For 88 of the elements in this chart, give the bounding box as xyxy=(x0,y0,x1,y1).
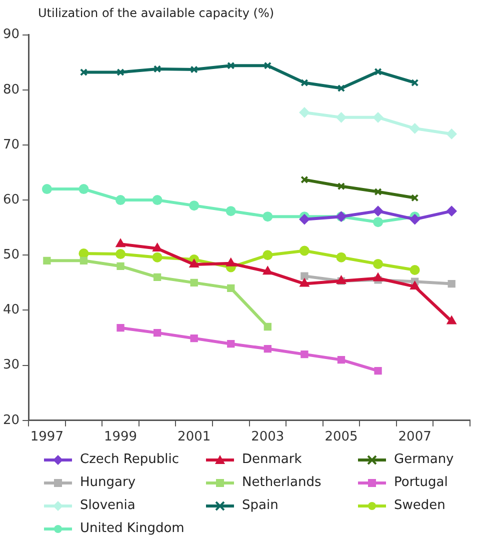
point xyxy=(190,260,199,268)
point xyxy=(299,214,310,224)
y-tick-label: 30 xyxy=(2,358,20,373)
point xyxy=(116,324,124,332)
point xyxy=(300,278,309,287)
y-tick-label: 40 xyxy=(2,302,20,318)
point xyxy=(153,328,162,337)
point xyxy=(374,188,382,196)
y-tick-label: 20 xyxy=(2,412,20,428)
y-tick-label: 80 xyxy=(2,82,20,98)
point xyxy=(374,273,382,282)
point xyxy=(337,84,346,92)
point xyxy=(336,112,346,122)
x-tick-label: 2007 xyxy=(398,430,432,445)
legend-label: Hungary xyxy=(80,475,136,490)
legend-label: Germany xyxy=(394,452,454,467)
point xyxy=(227,340,235,348)
x-tick-label: 1999 xyxy=(104,430,138,445)
point xyxy=(374,366,382,375)
point xyxy=(80,256,88,264)
point xyxy=(337,182,346,190)
point xyxy=(410,123,420,134)
point xyxy=(337,356,346,364)
point xyxy=(116,262,124,270)
point xyxy=(300,350,308,358)
point xyxy=(410,78,419,87)
point xyxy=(373,258,384,269)
y-tick-label: 70 xyxy=(2,137,20,152)
point xyxy=(264,344,272,353)
point xyxy=(78,184,89,194)
legend-label: United Kingdom xyxy=(80,521,184,536)
point xyxy=(299,246,310,256)
legend-label: Denmark xyxy=(242,452,302,467)
point xyxy=(43,256,51,264)
point xyxy=(153,273,162,282)
point xyxy=(446,206,457,216)
point xyxy=(190,278,198,287)
point xyxy=(262,250,273,260)
y-axis-title: Utilization of the available capacity (%) xyxy=(38,6,274,20)
point xyxy=(226,258,236,266)
point xyxy=(152,252,162,262)
x-tick-label: 2003 xyxy=(251,430,284,445)
x-tick-label: 2005 xyxy=(324,430,358,445)
point xyxy=(227,62,235,70)
point xyxy=(152,244,162,252)
point xyxy=(264,62,272,70)
y-tick-label: 90 xyxy=(2,27,20,42)
point xyxy=(153,65,162,73)
point xyxy=(152,195,162,206)
point xyxy=(373,112,384,122)
y-tick-label: 60 xyxy=(2,192,20,208)
point xyxy=(227,284,235,292)
point xyxy=(299,107,310,118)
point xyxy=(263,266,272,275)
point xyxy=(374,68,382,76)
point xyxy=(116,68,124,76)
x-tick-label: 1997 xyxy=(30,430,64,445)
legend-label: Czech Republic xyxy=(80,452,179,467)
point xyxy=(116,195,126,206)
point xyxy=(300,272,308,280)
point xyxy=(448,280,456,288)
point xyxy=(300,78,308,87)
legend-label: Sweden xyxy=(394,498,446,513)
point xyxy=(264,322,272,331)
legend-label: Spain xyxy=(242,498,278,513)
point xyxy=(373,206,384,216)
point xyxy=(42,184,52,194)
point xyxy=(300,176,308,184)
point xyxy=(226,206,236,216)
point xyxy=(78,248,89,258)
point xyxy=(373,217,384,228)
point xyxy=(262,212,273,222)
point xyxy=(446,128,457,139)
legend-label: Slovenia xyxy=(80,498,136,513)
point xyxy=(410,282,420,290)
point xyxy=(336,252,346,262)
x-tick-label: 2001 xyxy=(178,430,211,445)
point xyxy=(190,334,198,342)
legend-label: Netherlands xyxy=(242,475,322,490)
point xyxy=(190,66,198,74)
point xyxy=(116,239,125,248)
point xyxy=(447,316,456,324)
point xyxy=(189,200,200,211)
point xyxy=(410,265,420,276)
legend-label: Portugal xyxy=(394,475,448,490)
y-tick-label: 50 xyxy=(2,248,20,263)
point xyxy=(410,214,420,224)
point xyxy=(116,249,126,260)
